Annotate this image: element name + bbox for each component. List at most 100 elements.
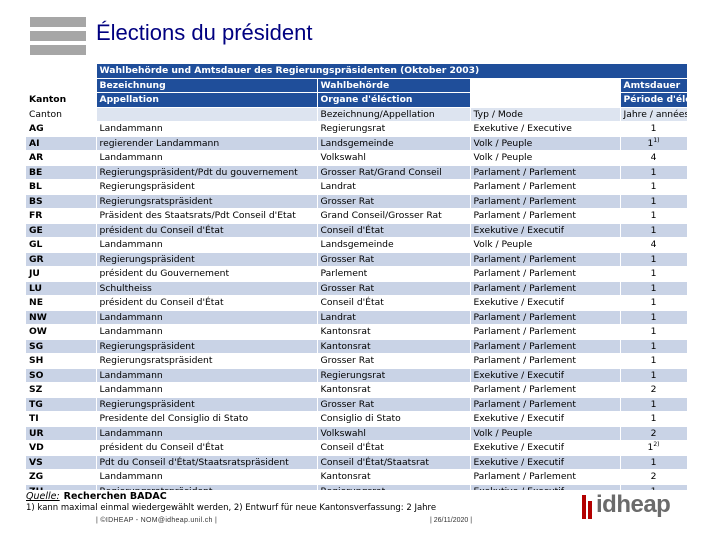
appellation-cell: Regierungspräsident [96, 252, 318, 267]
source-value: Recherchen BADAC [63, 491, 167, 502]
duree-cell-text: 1 [650, 224, 657, 236]
duree-cell: 1 [620, 484, 687, 490]
duree-cell: 1 [620, 353, 687, 369]
canton-cell-text: TI [29, 413, 39, 424]
appellation-cell: Regierungspräsident [96, 397, 318, 412]
header-cell: Kanton [26, 92, 97, 108]
organe-cell: Consiglio di Stato [317, 411, 471, 427]
logo-bars [30, 17, 86, 55]
canton-cell-text: GE [29, 224, 43, 236]
mode-cell: Exekutive / Executive [470, 121, 621, 137]
canton-cell-text: GL [29, 239, 43, 250]
appellation-cell-text: Landammann [99, 326, 163, 337]
mode-cell: Exekutive / Executif [470, 368, 621, 383]
organe-cell-text: Kantonsrat [320, 384, 371, 395]
organe-cell-text: Conseil d'État [320, 297, 384, 308]
canton-cell-text: NE [29, 297, 43, 308]
duree-cell: 1 [620, 223, 687, 238]
canton-cell: VS [26, 455, 97, 470]
mode-cell-text: Volk / Peuple [473, 152, 533, 163]
mode-cell: Parlament / Parlement [470, 266, 621, 282]
duree-cell: 1 [620, 165, 687, 180]
canton-cell: ZH [26, 484, 97, 490]
mode-cell-text: Exekutive / Executive [473, 123, 572, 134]
logo-bar [30, 17, 86, 27]
table-row: NW Landammann Landrat Parlament / Parlement… [26, 310, 687, 325]
organe-cell: Volkswahl [317, 150, 471, 166]
duree-cell: 1 [620, 455, 687, 470]
appellation-cell: Landammann [96, 121, 318, 137]
idheap-mark-icon [582, 495, 592, 519]
canton-cell: NE [26, 295, 97, 311]
duree-cell-text: 1 [651, 486, 657, 491]
table-row: BS Regierungsratspräsident Grosser Rat Parl… [26, 194, 687, 209]
canton-cell: GL [26, 237, 97, 253]
canton-cell: TI [26, 411, 97, 427]
mode-cell: Volk / Peuple [470, 150, 621, 166]
table-row: SG Regierungspräsident Kantonsrat Parlament… [26, 339, 687, 354]
mode-cell: Parlament / Parlement [470, 353, 621, 369]
table-row: VS Pdt du Conseil d'État/Staatsratspräsid… [26, 455, 687, 470]
appellation-cell: Regierungspräsident [96, 179, 318, 195]
appellation-cell-text: président du Conseil d'État [99, 297, 224, 308]
table-row: BL Regierungspräsident Landrat Parlament / … [26, 179, 687, 195]
mode-cell: Parlament / Parlement [470, 469, 621, 485]
header-cell: Typ / Mode [470, 107, 621, 122]
table-row: OW Landammann Kantonsrat Parlament / Parlem… [26, 324, 687, 340]
mode-cell: Volk / Peuple [470, 136, 621, 151]
organe-cell-text: Grosser Rat [320, 355, 375, 366]
mode-cell-text: Parlament / Parlement [473, 195, 576, 207]
canton-cell: BS [26, 194, 97, 209]
organe-cell-text: Volkswahl [320, 427, 366, 439]
duree-cell-text: 1 [650, 166, 657, 178]
duree-cell: 1 [620, 411, 687, 427]
logo-bar [30, 45, 86, 55]
duree-cell: 1 [620, 121, 687, 137]
mode-cell: Exekutive / Executif [470, 295, 621, 311]
table-row: AG Landammann Regierungsrat Exekutive / Exe… [26, 121, 687, 137]
appellation-cell-text: Landammann [99, 152, 163, 163]
mode-cell-text: Parlament / Parlement [473, 311, 576, 323]
mode-cell-text: Volk / Peuple [473, 137, 533, 149]
duree-cell: 1 [620, 295, 687, 311]
appellation-cell-text: Regierungsratspräsident [99, 195, 213, 207]
duree-cell: 1 [620, 339, 687, 354]
mode-cell: Parlament / Parlement [470, 382, 621, 398]
canton-cell-text: TG [29, 398, 43, 410]
duree-cell: 1 [620, 281, 687, 296]
organe-cell-text: Grand Conseil/Grosser Rat [320, 210, 442, 221]
canton-cell: TG [26, 397, 97, 412]
footnote-ref: 2) [653, 440, 660, 448]
organe-cell-text: Grosser Rat [320, 398, 375, 410]
elections-table: Wahlbehörde und Amtsdauer des Regierungs… [26, 64, 687, 490]
canton-cell: AG [26, 121, 97, 137]
mode-cell-text: Parlament / Parlement [473, 210, 576, 221]
table-row: VD président du Conseil d'État Conseil d'É… [26, 440, 687, 456]
duree-cell-text: 1 [650, 181, 657, 192]
footer-copyright: | ©IDHEAP - NOM@idheap.unil.ch | [96, 517, 218, 524]
mode-cell-text: Parlament / Parlement [473, 326, 576, 337]
table-row: FR Präsident des Staatsrats/Pdt Conseil d… [26, 208, 687, 224]
appellation-cell: président du Gouvernement [96, 266, 318, 282]
mode-cell: Parlament / Parlement [470, 208, 621, 224]
table-caption: Wahlbehörde und Amtsdauer des Regierungs… [96, 64, 687, 79]
organe-cell-text: Regierungsrat [321, 486, 386, 491]
organe-cell-text: Regierungsrat [320, 123, 386, 134]
header-cell: Jahre / années [620, 107, 687, 122]
appellation-cell-text: président du Gouvernement [99, 268, 230, 279]
header-cell: Amtsdauer [620, 78, 687, 93]
header-cell [96, 107, 318, 122]
appellation-cell-text: Pdt du Conseil d'État/Staatsratspräsiden… [99, 456, 289, 468]
table-subheader-row: Canton Bezeichnung/Appellation Typ / Mod… [26, 107, 687, 122]
canton-cell: BL [26, 179, 97, 195]
table-row: GR Regierungspräsident Grosser Rat Parlamen… [26, 252, 687, 267]
canton-cell: ZG [26, 469, 97, 485]
mode-cell: Exekutive / Executif [470, 455, 621, 470]
duree-cell-text: 1 [650, 195, 657, 207]
table-row: TG Regierungspräsident Grosser Rat Parlamen… [26, 397, 687, 412]
idheap-logo: idheap [570, 491, 690, 521]
header-cell: Organe d'éléction [317, 92, 471, 108]
canton-cell: BE [26, 165, 97, 180]
appellation-cell-text: Regierungspräsident [99, 398, 195, 410]
canton-cell-text: SG [29, 340, 44, 352]
